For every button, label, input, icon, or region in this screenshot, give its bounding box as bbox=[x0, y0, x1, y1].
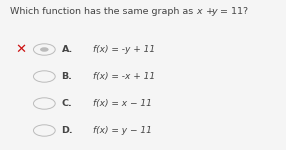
Text: f(x) = y − 11: f(x) = y − 11 bbox=[93, 126, 152, 135]
Text: Which function has the same graph as: Which function has the same graph as bbox=[10, 7, 196, 16]
Text: = 11?: = 11? bbox=[217, 7, 248, 16]
Text: f(x) = -x + 11: f(x) = -x + 11 bbox=[93, 72, 155, 81]
Text: B.: B. bbox=[61, 72, 72, 81]
Text: +: + bbox=[203, 7, 217, 16]
Text: x: x bbox=[196, 7, 202, 16]
Circle shape bbox=[40, 47, 49, 52]
Text: y: y bbox=[212, 7, 217, 16]
Text: A.: A. bbox=[61, 45, 73, 54]
Text: f(x) = -y + 11: f(x) = -y + 11 bbox=[93, 45, 155, 54]
Text: ✕: ✕ bbox=[16, 43, 27, 56]
Text: D.: D. bbox=[61, 126, 73, 135]
Text: f(x) = x − 11: f(x) = x − 11 bbox=[93, 99, 152, 108]
Text: C.: C. bbox=[61, 99, 72, 108]
